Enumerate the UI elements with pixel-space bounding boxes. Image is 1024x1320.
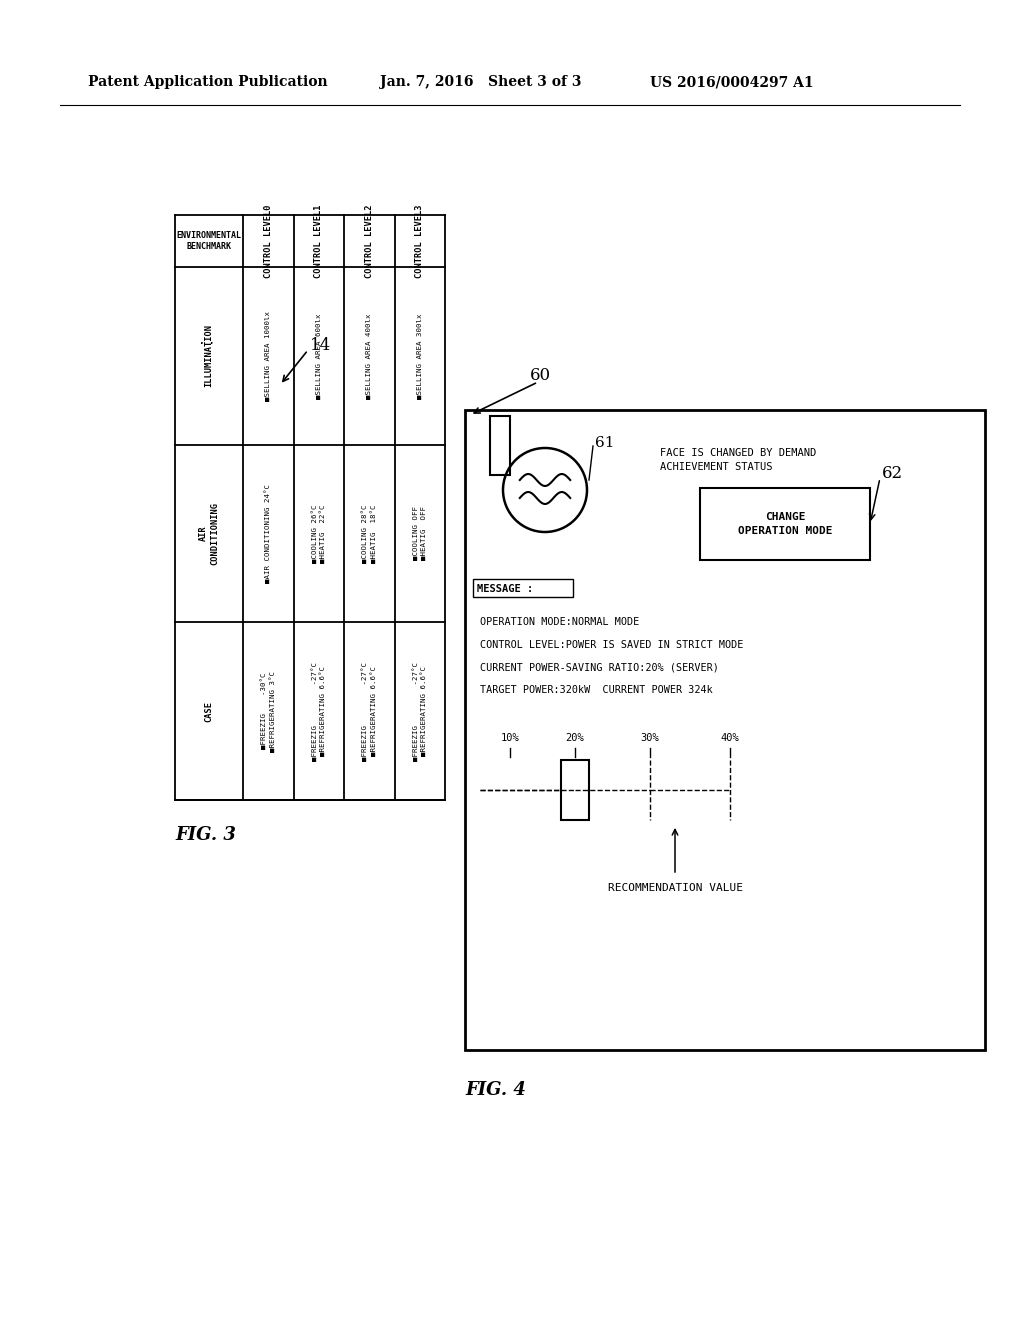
Text: CONTROL LEVEL2: CONTROL LEVEL2	[365, 205, 374, 277]
Text: ENVIRONMENTAL
BENCHMARK: ENVIRONMENTAL BENCHMARK	[176, 231, 242, 251]
Text: RECOMMENDATION VALUE: RECOMMENDATION VALUE	[607, 883, 742, 894]
Text: ■COOLING 28°C
■HEATIG  18°C: ■COOLING 28°C ■HEATIG 18°C	[362, 504, 377, 562]
Bar	[473, 579, 573, 597]
Text: 40%: 40%	[721, 733, 739, 743]
Text: ■SELLING AREA 400lx: ■SELLING AREA 400lx	[367, 313, 373, 399]
Bar	[465, 411, 985, 1049]
Text: FIG. 4: FIG. 4	[465, 1081, 526, 1100]
Text: ■FREEZIG         -27°C
■REFRIGERATING 6.6°C: ■FREEZIG -27°C ■REFRIGERATING 6.6°C	[413, 661, 427, 760]
Text: CONTROL LEVEL1: CONTROL LEVEL1	[314, 205, 324, 277]
Text: 61: 61	[595, 436, 614, 450]
Text: Patent Application Publication: Patent Application Publication	[88, 75, 328, 88]
Text: 30%: 30%	[641, 733, 659, 743]
Bar	[700, 488, 870, 560]
Text: CURRENT POWER-SAVING RATIO:20% (SERVER): CURRENT POWER-SAVING RATIO:20% (SERVER)	[480, 663, 719, 673]
Text: 60: 60	[530, 367, 551, 384]
Text: 10%: 10%	[501, 733, 519, 743]
Text: ■COOLING 26°C
■HEATIG  22°C: ■COOLING 26°C ■HEATIG 22°C	[311, 504, 326, 562]
Text: FIG. 3: FIG. 3	[175, 826, 236, 843]
Text: ■SELLING AREA 600lx: ■SELLING AREA 600lx	[315, 313, 322, 399]
Text: 14: 14	[310, 337, 331, 354]
Text: CASE: CASE	[205, 701, 213, 722]
Text: CHANGE
OPERATION MODE: CHANGE OPERATION MODE	[737, 512, 833, 536]
Text: Jan. 7, 2016   Sheet 3 of 3: Jan. 7, 2016 Sheet 3 of 3	[380, 75, 582, 88]
Bar	[561, 760, 589, 820]
Text: MESSAGE :: MESSAGE :	[477, 583, 534, 594]
Text: ■COOLING OFF
■HEATIG  OFF: ■COOLING OFF ■HEATIG OFF	[413, 507, 427, 561]
Text: ■FREEZIG    -30°C
■REFRIGERATING 3°C: ■FREEZIG -30°C ■REFRIGERATING 3°C	[261, 671, 275, 751]
Text: ■FREEZIG         -27°C
■REFRIGERATING 6.6°C: ■FREEZIG -27°C ■REFRIGERATING 6.6°C	[362, 661, 377, 760]
Text: 62: 62	[882, 465, 903, 482]
Text: US 2016/0004297 A1: US 2016/0004297 A1	[650, 75, 814, 88]
Text: FACE IS CHANGED BY DEMAND
ACHIEVEMENT STATUS: FACE IS CHANGED BY DEMAND ACHIEVEMENT ST…	[660, 447, 816, 473]
Text: OPERATION MODE:NORMAL MODE: OPERATION MODE:NORMAL MODE	[480, 616, 639, 627]
Text: ILLUMINATION: ILLUMINATION	[205, 325, 213, 387]
Text: ■SELLING AREA 300lx: ■SELLING AREA 300lx	[417, 313, 423, 399]
Text: CONTROL LEVEL0: CONTROL LEVEL0	[264, 205, 272, 277]
Text: TARGET POWER:320kW  CURRENT POWER 324k: TARGET POWER:320kW CURRENT POWER 324k	[480, 685, 713, 696]
Text: ■SELLING AREA 1000lx: ■SELLING AREA 1000lx	[265, 310, 271, 401]
Text: CONTROL LEVEL3: CONTROL LEVEL3	[416, 205, 424, 277]
Bar	[490, 416, 510, 475]
Text: . .: . .	[200, 333, 214, 347]
Text: AIR
CONDITIONING: AIR CONDITIONING	[199, 502, 219, 565]
Text: ■FREEZIG         -27°C
■REFRIGERATING 6.6°C: ■FREEZIG -27°C ■REFRIGERATING 6.6°C	[311, 661, 326, 760]
Text: ■AIR CONDITIONING 24°C: ■AIR CONDITIONING 24°C	[265, 484, 271, 583]
Text: 20%: 20%	[565, 733, 585, 743]
Text: CONTROL LEVEL:POWER IS SAVED IN STRICT MODE: CONTROL LEVEL:POWER IS SAVED IN STRICT M…	[480, 640, 743, 649]
